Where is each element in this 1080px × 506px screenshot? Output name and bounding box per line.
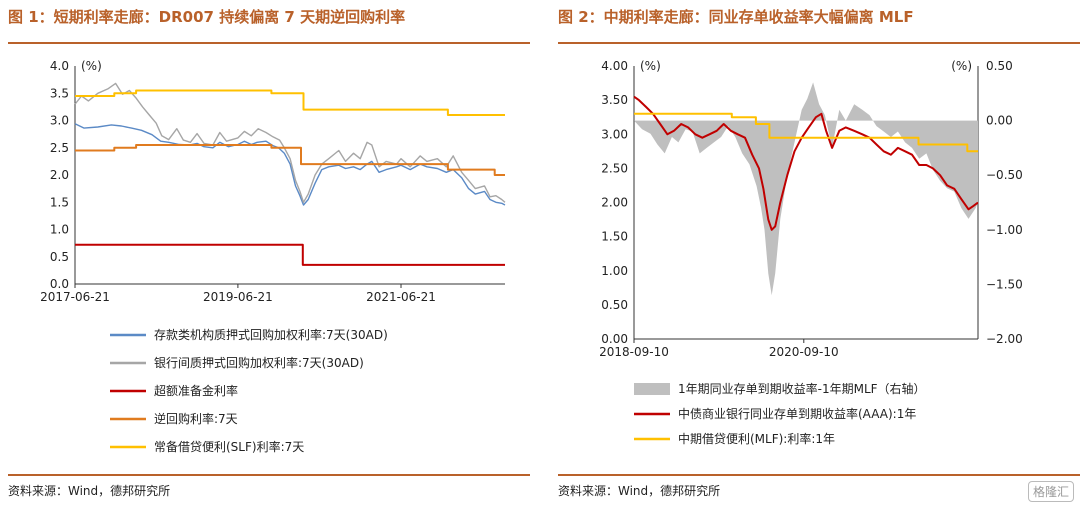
left-figure-panel: 图 1：短期利率走廊：DR007 持续偏离 7 天期逆回购利率 0.0 0.5 1.…: [0, 0, 530, 506]
legend-swatch: [634, 383, 670, 395]
y-tick-label: 0.00: [601, 332, 628, 346]
left-source-rule: [8, 474, 530, 476]
legend-label: 逆回购利率:7天: [154, 411, 238, 426]
left-title-rule: [8, 42, 530, 44]
right-title-rule: [558, 42, 1080, 44]
series-line-2: [75, 243, 505, 266]
series-area-0: [634, 82, 978, 296]
y2-tick-label: −1.00: [986, 223, 1023, 237]
left-chart: 0.0 0.5 1.0 1.5 2.0 2.5 3.0 3.5 4.0 (%) 2017-06-21…: [40, 59, 506, 454]
legend-label: 中债商业银行同业存单到期收益率(AAA):1年: [678, 406, 916, 421]
y2-tick-label: −1.50: [986, 277, 1023, 291]
legend-label: 常备借贷便利(SLF)利率:7天: [154, 439, 304, 454]
y-tick-label: 1.50: [601, 230, 628, 244]
left-figure-title: 图 1：短期利率走廊：DR007 持续偏离 7 天期逆回购利率: [8, 8, 406, 26]
series-line-3: [75, 144, 505, 176]
series-line-4: [75, 89, 505, 116]
y-tick-label: 0.0: [50, 277, 69, 291]
y-tick-label: 2.0: [50, 168, 69, 182]
y2-tick-label: 0.00: [986, 114, 1013, 128]
y-tick-label: 3.0: [50, 114, 69, 128]
y-tick-label: 1.00: [601, 264, 628, 278]
y-tick-label: 2.00: [601, 196, 628, 210]
right-figure-title: 图 2：中期利率走廊：同业存单收益率大幅偏离 MLF: [558, 8, 914, 26]
right-source-rule: [558, 474, 1080, 476]
x-tick-label: 2021-06-21: [366, 290, 436, 304]
legend-label: 存款类机构质押式回购加权利率:7天(30AD): [154, 327, 388, 342]
right-figure-panel: 图 2：中期利率走廊：同业存单收益率大幅偏离 MLF 0.00 0.50 1.00 1…: [550, 0, 1080, 506]
x-tick-label: 2019-06-21: [203, 290, 273, 304]
watermark-logo: 格隆汇: [1027, 481, 1074, 502]
legend-label: 银行间质押式回购加权利率:7天(30AD): [154, 355, 364, 370]
y-tick-label: 2.5: [50, 141, 69, 155]
y2-tick-label: −0.50: [986, 168, 1023, 182]
right-chart: 0.00 0.50 1.00 1.50 2.00 2.50 3.00 3.50 4.00 (%) −…: [599, 59, 1023, 446]
y-tick-label: 4.00: [601, 59, 628, 73]
legend-label: 超额准备金利率: [154, 383, 238, 398]
legend-label: 中期借贷便利(MLF):利率:1年: [678, 431, 835, 446]
x-tick-label: 2018-09-10: [599, 345, 669, 359]
legend-label: 1年期同业存单到期收益率-1年期MLF（右轴）: [678, 381, 926, 396]
y-tick-label: 3.50: [601, 93, 628, 107]
x-tick-label: 2017-06-21: [40, 290, 110, 304]
right-source-note: 资料来源：Wind，德邦研究所: [558, 484, 721, 498]
y-tick-label: 1.0: [50, 223, 69, 237]
y-tick-label: 0.50: [601, 298, 628, 312]
y-tick-label: 4.0: [50, 59, 69, 73]
y2-tick-label: 0.50: [986, 59, 1013, 73]
y-tick-label: 3.00: [601, 127, 628, 141]
series-line-1: [74, 82, 506, 203]
y2-tick-label: −2.00: [986, 332, 1023, 346]
y2-axis-unit: (%): [951, 59, 972, 73]
y-tick-label: 1.5: [50, 195, 69, 209]
series-line-2: [634, 112, 978, 153]
y-tick-label: 2.50: [601, 161, 628, 175]
y-tick-label: 3.5: [50, 86, 69, 100]
x-tick-label: 2020-09-10: [769, 345, 839, 359]
y-tick-label: 0.5: [50, 250, 69, 264]
series-line-0: [74, 123, 506, 206]
left-source-note: 资料来源：Wind，德邦研究所: [8, 484, 171, 498]
y-axis-unit: (%): [640, 59, 661, 73]
y-axis-unit: (%): [81, 59, 102, 73]
